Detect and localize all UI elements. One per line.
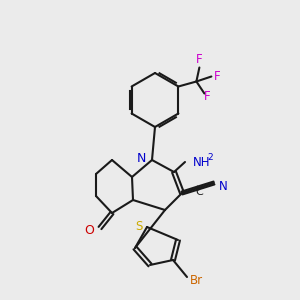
Text: C: C	[195, 187, 203, 197]
Text: N: N	[219, 181, 228, 194]
Text: 2: 2	[207, 152, 213, 161]
Text: S: S	[136, 220, 143, 233]
Text: F: F	[196, 53, 203, 66]
Text: F: F	[204, 90, 211, 103]
Text: O: O	[84, 224, 94, 236]
Text: N: N	[136, 152, 146, 164]
Text: NH: NH	[193, 155, 211, 169]
Text: Br: Br	[190, 274, 203, 286]
Text: F: F	[214, 70, 221, 83]
